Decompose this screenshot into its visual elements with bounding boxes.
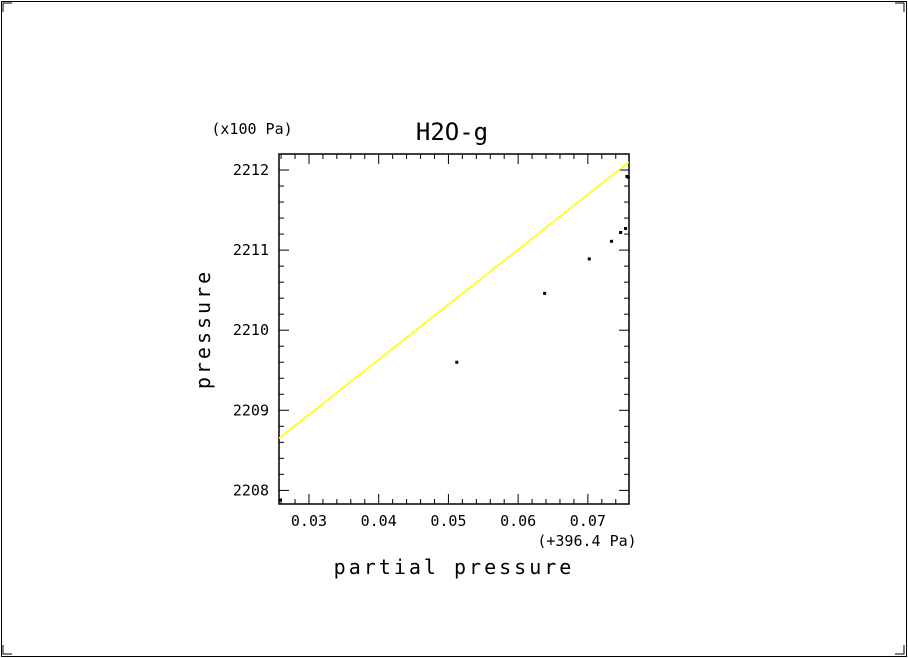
x-tick-label: 0.06: [500, 512, 536, 530]
plot-area: 0.03 0.04 0.05 0.06 0.07 2208 2209 2210 2211 2212: [233, 153, 630, 530]
axes-box: [278, 153, 630, 505]
data-point: [543, 291, 547, 295]
y-tick-label: 2208: [233, 481, 269, 499]
y-tick-label: 2212: [233, 161, 269, 179]
y-tick-label: 2211: [233, 241, 269, 259]
data-point: [587, 257, 591, 261]
data-point: [619, 230, 623, 234]
data-point: [626, 175, 630, 179]
corner-mark-top-right: [895, 2, 905, 12]
y-tick-label: 2210: [233, 321, 269, 339]
y-tick-label: 2209: [233, 401, 269, 419]
data-point: [455, 360, 459, 364]
data-point: [624, 226, 628, 230]
x-tick-label: 0.03: [291, 512, 327, 530]
y-scale-label: (x100 Pa): [211, 120, 292, 138]
y-axis-label: pressure: [191, 269, 215, 389]
fit-line: [279, 161, 629, 439]
corner-mark-bottom-left: [2, 645, 12, 655]
data-point: [610, 239, 614, 243]
data-point: [278, 498, 282, 502]
x-offset-label: (+396.4 Pa): [537, 532, 636, 550]
corner-mark-top-left: [2, 2, 12, 12]
x-tick-label: 0.04: [361, 512, 397, 530]
x-tick-label: 0.07: [570, 512, 606, 530]
corner-mark-bottom-right: [895, 645, 905, 655]
x-tick-label: 0.05: [430, 512, 466, 530]
chart-title: H2O-g: [416, 118, 488, 146]
x-axis-label: partial pressure: [334, 555, 575, 579]
